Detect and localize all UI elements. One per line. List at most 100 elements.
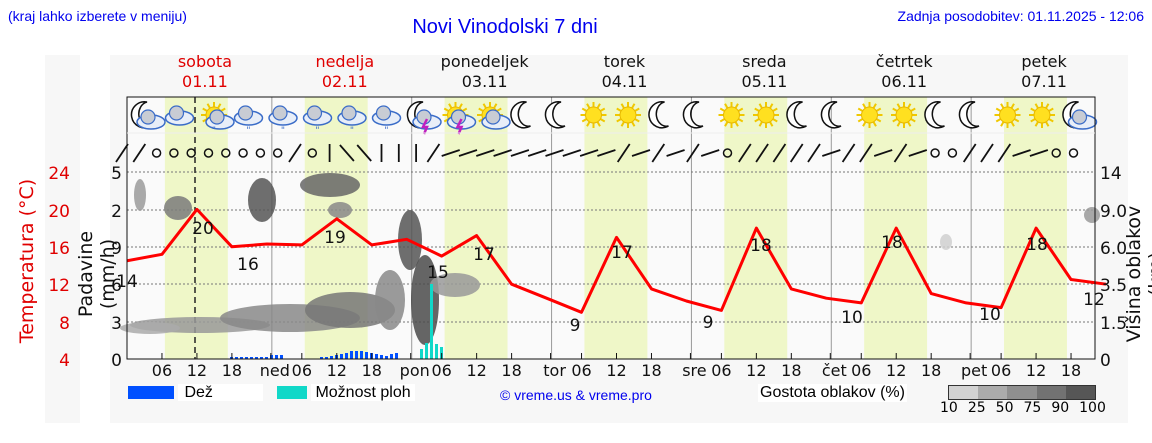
svg-text:9: 9 [111,239,122,259]
svg-text:6.0: 6.0 [1100,239,1127,259]
svg-text:pet: pet [961,361,987,380]
cloud-rain-icon: " [371,105,402,136]
day-header-0: sobota 01.11 [136,52,274,92]
sun-icon [753,102,779,128]
cloud-rain-icon: " [302,105,333,136]
svg-text:čet: čet [822,361,847,380]
svg-text:18: 18 [222,361,242,380]
cloud-rain-icon: " [233,105,264,136]
showers-label: Možnost ploh [311,384,415,401]
sun-icon [718,102,745,128]
svg-text:3: 3 [111,314,122,334]
svg-text:2: 2 [111,202,122,222]
sun-icon [891,102,917,128]
cloud-rain-icon: " [268,105,298,136]
day-date: 01.11 [182,72,228,91]
svg-text:3.5: 3.5 [1100,276,1127,296]
moon-icon [924,101,945,129]
svg-text:18: 18 [750,236,772,256]
density-tick: 100 [1079,400,1106,416]
svg-text:06: 06 [711,361,731,380]
svg-text:10: 10 [841,308,863,328]
svg-text:18: 18 [501,361,521,380]
copyright-link[interactable]: © vreme.us & vreme.pro [500,387,652,403]
svg-text:06: 06 [991,361,1011,380]
moon-icon [510,101,531,129]
svg-text:14: 14 [1100,164,1122,184]
sun-icon [994,102,1021,128]
svg-text:": " [246,126,250,136]
temp-axis-panel [45,55,80,423]
svg-text:6: 6 [111,276,122,296]
svg-text:16: 16 [48,239,70,259]
weather-icons: " " " " " " [130,101,1098,136]
svg-text:06: 06 [292,361,312,380]
legend-rain: Dež [128,384,263,402]
sun-icon [580,102,607,128]
day-header-4: sreda 05.11 [695,52,833,92]
svg-text:pon: pon [400,361,430,380]
svg-text:20: 20 [48,202,70,222]
svg-text:tor: tor [543,361,566,380]
cloud-rain-icon: " [337,105,367,136]
svg-text:12: 12 [466,361,486,380]
sun-storm-icon [442,102,477,135]
svg-text:10: 10 [979,305,1001,325]
temperature-line [126,207,1107,314]
svg-text:12: 12 [187,361,207,380]
svg-text:17: 17 [473,245,495,265]
density-tick: 10 [940,400,958,416]
svg-text:4: 4 [59,351,70,371]
sun-cloud-icon [477,102,511,130]
svg-text:06: 06 [571,361,591,380]
svg-text:18: 18 [641,361,661,380]
chart-title: Novi Vinodolski 7 dni [412,16,598,38]
sun-cloud-rain-icon: " [201,102,235,136]
svg-text:18: 18 [362,361,382,380]
svg-text:20: 20 [192,219,214,239]
svg-text:19: 19 [324,228,346,248]
moon-icon [786,101,807,129]
day-header-3: torek 04.11 [556,52,694,92]
svg-text:0: 0 [1100,351,1111,371]
rain-swatch [128,386,174,400]
svg-text:": " [350,126,354,136]
svg-text:12: 12 [886,361,906,380]
svg-text:9: 9 [703,313,714,333]
moon-cloud-icon [130,101,166,130]
cloud-density-scale [948,385,1096,400]
svg-text:12: 12 [746,361,766,380]
day-header-5: četrtek 06.11 [835,52,973,92]
day-name: torek [603,52,646,71]
moon-storm-icon [406,101,442,135]
cloud-icon [164,105,195,126]
moon-icon [648,101,669,129]
moon-icon [820,101,842,129]
last-updated: Zadnja posodobitev: 01.11.2025 - 12:06 [897,8,1144,24]
svg-text:12: 12 [1083,290,1105,310]
svg-text:ned: ned [260,361,290,380]
wind-barbs [115,143,1079,163]
svg-text:": " [315,126,319,136]
svg-text:": " [281,126,285,136]
precip-axis-label: Padavine (mm/h) [75,230,119,318]
density-tick: 75 [1023,400,1042,416]
svg-text:": " [384,126,388,136]
cloud-density-ticks: 10 25 50 75 90 100 [940,400,1110,416]
day-date: 06.11 [881,72,928,91]
svg-text:0: 0 [111,351,122,371]
svg-text:18: 18 [1026,235,1048,255]
svg-text:12: 12 [327,361,347,380]
day-name: sreda [742,52,787,71]
cloud-density-label: Gostota oblakov (%) [758,384,907,402]
sun-icon [1029,102,1055,128]
svg-text:1.5: 1.5 [1100,314,1127,334]
location-hint: (kraj lahko izberete v meniju) [8,8,187,24]
day-name: ponedeljek [440,52,529,71]
svg-text:9: 9 [570,316,581,336]
moon-cloud-icon [1062,101,1098,130]
sun-icon [615,102,641,128]
svg-text:17: 17 [611,243,633,263]
day-date: 05.11 [741,72,788,91]
